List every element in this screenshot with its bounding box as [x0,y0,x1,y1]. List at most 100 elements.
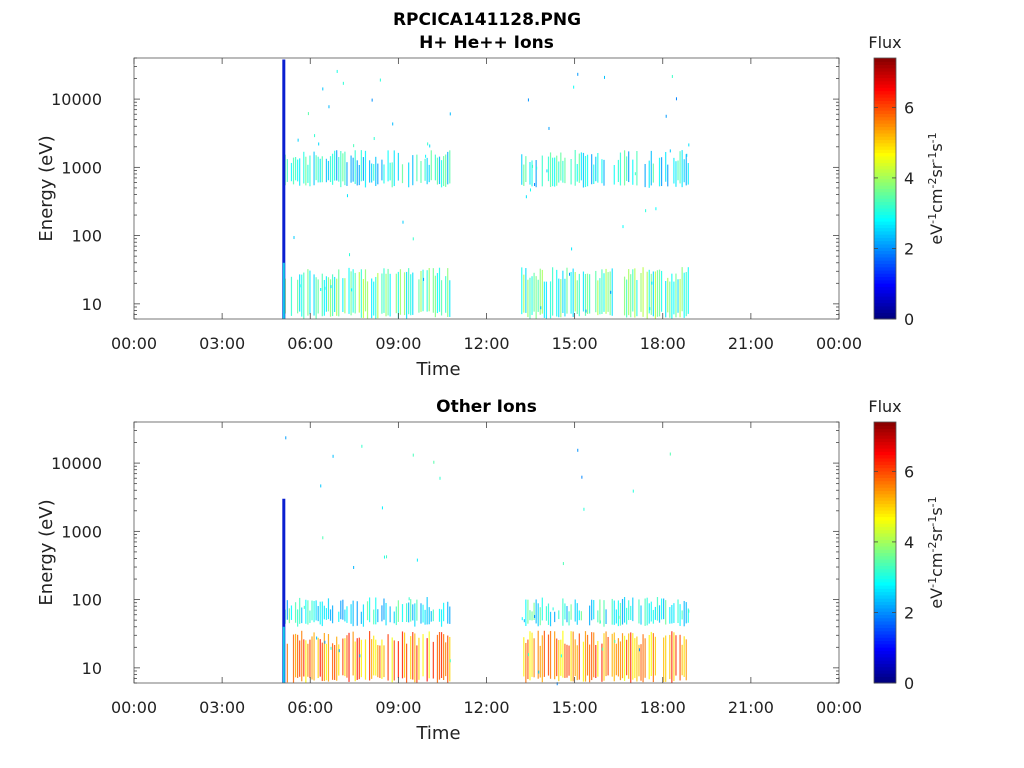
flux-speck [429,144,431,148]
colorbar-segment [874,142,896,147]
colorbar-segment [874,624,896,629]
colorbar-segment [874,221,896,225]
colorbar-segment [874,119,896,124]
flux-speck [546,169,548,173]
colorbar-segment [874,549,896,553]
colorbar-segment [874,162,896,167]
plot-area [134,422,839,683]
colorbar-segment [874,464,896,469]
flux-speck [536,166,538,170]
colorbar-segment [874,607,896,612]
colorbar-segment [874,483,896,488]
colorbar-segment [874,84,896,88]
flux-speck [359,654,361,658]
flux-speck [336,69,338,73]
flux-speck [529,188,531,192]
colorbar-segment [874,257,896,261]
flux-speck [324,286,326,290]
colorbar-segment [874,532,896,537]
flux-speck [449,112,451,116]
x-tick-label: 18:00 [640,698,686,717]
flux-speck [665,114,667,118]
colorbar-segment [874,627,896,632]
flux-speck [688,609,690,613]
colorbar-segment [874,126,896,131]
colorbar-segment [874,296,896,300]
x-tick-label: 12:00 [463,334,509,353]
flux-speck [655,207,657,211]
flux-speck [556,682,558,686]
colorbar-unit-label: eV-1cm-2sr-1s-1 [926,496,947,608]
colorbar-segment [874,510,896,514]
colorbar-unit-label: eV-1cm-2sr-1s-1 [926,132,947,244]
colorbar-segment [874,562,896,567]
flux-speck [532,164,534,168]
flux-speck [342,81,344,85]
flux-speck [322,87,324,91]
colorbar-segment [874,97,896,101]
flux-speck [534,182,536,186]
flux-speck [634,172,636,176]
hplus-heplus-panel: H+ He++ Ions 10 100 1000 10000 Energy (eV) 00:… [36,33,946,380]
colorbar-segment [874,480,896,485]
flux-speck [585,309,587,313]
colorbar-segment [874,637,896,642]
colorbar: 0 2 4 6 Flux eV-1cm-2sr-1s-1 [868,397,946,693]
colorbar-segment [874,542,896,547]
flux-speck [381,506,383,510]
colorbar-segment [874,279,896,284]
colorbar-segment [874,136,896,141]
colorbar-segment [874,230,896,235]
flux-speck [688,143,690,147]
flux-speck [320,484,322,488]
colorbar-tick-label: 6 [904,98,914,117]
colorbar-segment [874,650,896,655]
colorbar-segment [874,64,896,69]
flux-speck [318,142,320,146]
colorbar-segment [874,217,896,222]
colorbar-segment [874,208,896,212]
x-tick-label: 00:00 [816,698,862,717]
colorbar-segment [874,116,896,121]
x-tick-label: 00:00 [816,334,862,353]
colorbar-segment [874,283,896,287]
flux-speck [353,144,355,148]
flux-speck [569,272,571,276]
flux-speck [412,237,414,241]
colorbar-segment [874,181,896,186]
colorbar-tick-label: 6 [904,462,914,481]
colorbar-segment [874,513,896,518]
spectrogram-data [282,59,690,319]
colorbar-segment [874,110,896,114]
y-tick-label: 1000 [61,158,102,177]
flux-speck [353,565,355,569]
colorbar: 0 2 4 6 Flux eV-1cm-2sr-1s-1 [868,33,946,329]
flux-speck [577,448,579,452]
colorbar-segment [874,237,896,242]
colorbar-segment [874,67,896,72]
flux-speck [320,288,322,292]
flux-speck [349,253,351,257]
y-tick-label: 10000 [51,90,102,109]
flux-speck [527,653,529,657]
flux-speck [560,654,562,658]
colorbar-segment [874,647,896,651]
colorbar-segment [874,461,896,465]
colorbar-segment [874,146,896,150]
colorbar-segment [874,669,896,674]
colorbar-segment [874,178,896,183]
colorbar-segment [874,312,896,317]
colorbar-segment [874,545,896,550]
colorbar-segment [874,435,896,439]
colorbar-segment [874,506,896,511]
colorbar-segment [874,503,896,508]
flux-speck [303,605,305,609]
colorbar-segment [874,80,896,85]
flux-speck [412,453,414,457]
flux-speck [423,277,425,281]
colorbar-segment [874,529,896,534]
colorbar-segment [874,195,896,199]
flux-speck [669,452,671,456]
colorbar-segment [874,152,896,157]
panel-title: Other Ions [436,397,537,417]
